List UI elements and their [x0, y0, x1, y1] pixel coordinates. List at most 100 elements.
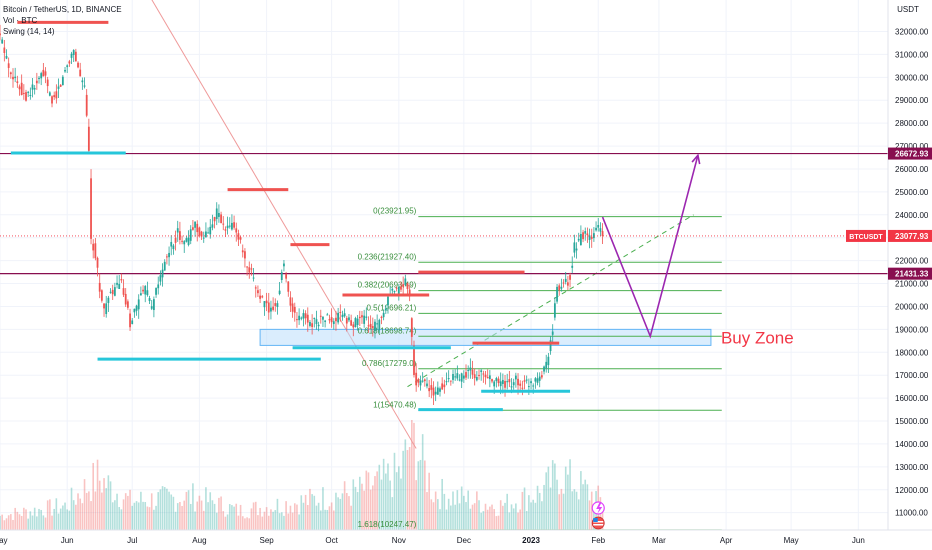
y-tick-label: 27000.00 [895, 142, 929, 151]
x-tick-label: Dec [457, 536, 471, 545]
volume-bar [170, 494, 173, 530]
candle-body [205, 231, 207, 238]
volume-bar [564, 466, 567, 530]
y-tick-label: 24000.00 [895, 211, 929, 220]
candle-body [170, 241, 173, 247]
candle-body [233, 222, 235, 228]
candle-body [571, 265, 574, 268]
candle-body [393, 291, 396, 293]
volume-bar [532, 499, 535, 530]
candle-body [491, 379, 493, 382]
volume-bar [528, 495, 530, 530]
legend-volume: Vol · BTC [3, 16, 38, 25]
candle-body [426, 383, 428, 387]
candle-body [53, 95, 56, 98]
volume-bar [144, 502, 147, 530]
candle-body [272, 306, 275, 310]
volume-bar [94, 491, 97, 530]
candle-body [139, 293, 142, 296]
candle-body [508, 379, 511, 383]
y-tick-label: 29000.00 [895, 96, 929, 105]
candle-body [289, 297, 292, 306]
y-tick-label: 31000.00 [895, 50, 929, 59]
volume-bar [261, 516, 264, 530]
candle-body [228, 225, 231, 227]
volume-bar [489, 506, 491, 530]
candle-body [211, 224, 214, 228]
volume-bar [276, 498, 279, 530]
candle-body [350, 320, 353, 326]
volume-bar [447, 498, 450, 530]
volume-bar [150, 493, 153, 530]
volume-bar [369, 489, 372, 530]
volume-bar [324, 509, 326, 530]
volume-bar [109, 481, 112, 530]
candle-body [90, 178, 92, 239]
volume-bar [183, 500, 186, 530]
volume-bar [96, 459, 99, 530]
candle-body [335, 317, 337, 322]
x-tick-labels: May Jun Jul Aug Sep Oct Nov Dec 2023 Feb Mar Apr May… [0, 536, 865, 545]
candle-body [152, 299, 155, 311]
volume-bar [3, 520, 6, 530]
candle-body [586, 233, 589, 236]
candle-body [547, 356, 550, 366]
x-tick-label: Nov [392, 536, 406, 545]
volume-bar [168, 491, 170, 530]
candle-body [163, 261, 166, 271]
volume-bar [44, 517, 47, 530]
candle-body [341, 314, 344, 318]
candle-body [209, 226, 212, 235]
volume-bar [265, 507, 268, 530]
volume-bar [517, 512, 519, 530]
candle-body [356, 318, 359, 326]
volume-bar [83, 479, 86, 530]
candle-body [352, 324, 355, 328]
volume-bar [428, 472, 430, 530]
candle-body [337, 312, 340, 323]
candle-body [523, 380, 526, 382]
candle-body [109, 291, 112, 293]
volume-bar [49, 499, 51, 530]
candle-body [0, 33, 1, 36]
candle-body [131, 320, 134, 325]
y-tick-label: 20000.00 [895, 302, 929, 311]
volume-bar [291, 512, 294, 530]
candle-body [506, 381, 509, 383]
volume-bar [92, 462, 95, 530]
candle-body [252, 277, 255, 279]
candle-body [421, 380, 424, 382]
volume-bar [575, 491, 578, 530]
projection-arrow-icon [691, 153, 701, 165]
volume-bar [465, 502, 467, 530]
volume-bar [567, 474, 569, 530]
volume-bar [1, 514, 3, 530]
volume-bar [179, 501, 181, 530]
volume-bar [502, 505, 504, 530]
y-tick-label: 17000.00 [895, 371, 929, 380]
candle-body [339, 311, 342, 313]
volume-bar [486, 509, 489, 530]
candle-body [369, 323, 372, 328]
candle-body [584, 231, 587, 234]
volume-bar [209, 492, 212, 530]
candle-body [525, 379, 528, 381]
volume-bar [382, 458, 385, 530]
candle-body [332, 321, 335, 325]
candle-body [534, 378, 537, 382]
candle-body [358, 316, 361, 319]
volume-bar [432, 502, 435, 530]
candle-body [98, 282, 101, 292]
candle-body [285, 274, 288, 279]
candle-body [304, 313, 307, 319]
volume-bar [560, 488, 563, 530]
volume-bar [456, 490, 459, 530]
volume-bar [88, 491, 90, 530]
volume-bar [64, 502, 66, 530]
candle-body [20, 82, 23, 96]
candle-body [226, 225, 229, 229]
volume-bar [211, 500, 214, 530]
candle-body [77, 62, 79, 68]
volume-bar [484, 503, 487, 530]
